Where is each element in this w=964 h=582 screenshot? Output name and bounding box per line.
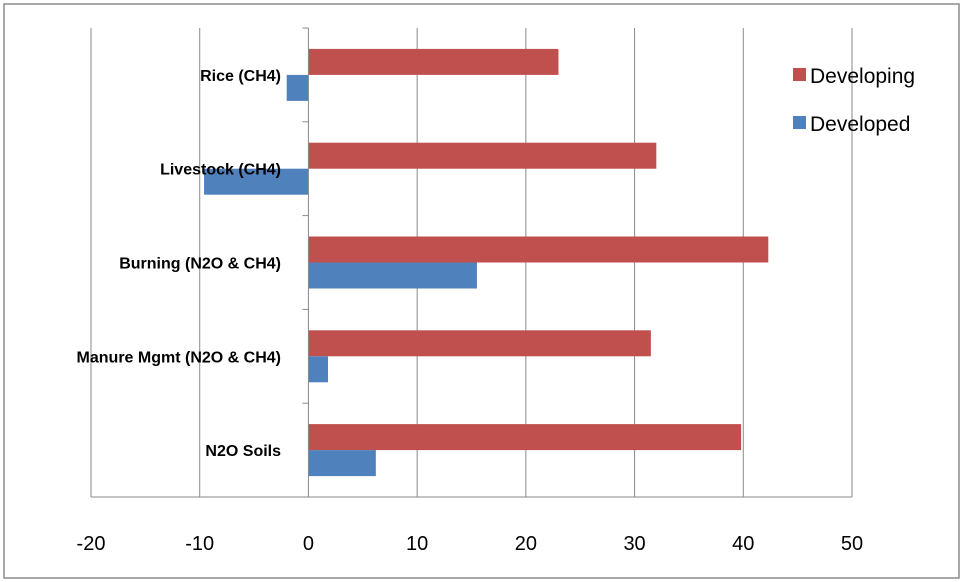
x-tick-label: 20 <box>515 533 537 555</box>
category-label: Manure Mgmt (N2O & CH4) <box>77 349 281 366</box>
x-tick-labels: -20 -10 0 10 20 30 40 50 <box>77 533 864 555</box>
legend-swatch-developing <box>793 68 806 81</box>
x-tick-label: -10 <box>185 533 214 555</box>
category-label: N2O Soils <box>205 443 281 460</box>
axes <box>91 27 852 498</box>
bar-developing-n2o-soils <box>308 424 742 451</box>
legend-label-developed: Developed <box>810 113 910 136</box>
bar-developed-manure-mgmt-n2o-ch4 <box>308 356 328 383</box>
bar-developing-manure-mgmt-n2o-ch4 <box>308 330 651 357</box>
category-labels: Rice (CH4) Livestock (CH4) Burning (N2O & … <box>77 68 282 460</box>
bar-developed-livestock-ch4 <box>204 168 309 195</box>
chart-frame <box>3 3 960 579</box>
legend-swatch-developed <box>793 116 806 129</box>
bar-developed-n2o-soils <box>308 450 376 477</box>
bar-developed-rice-ch4 <box>286 74 309 101</box>
x-tick-label: 40 <box>732 533 754 555</box>
category-label: Rice (CH4) <box>200 68 281 85</box>
x-tick-label: -20 <box>77 533 106 555</box>
x-tick-label: 50 <box>841 533 863 555</box>
legend-label-developing: Developing <box>810 65 915 88</box>
legend: Developing Developed <box>793 65 915 136</box>
bars <box>204 48 769 477</box>
bar-developing-rice-ch4 <box>308 48 559 75</box>
bar-developing-livestock-ch4 <box>308 142 657 169</box>
bar-developing-burning-n2o-ch4 <box>308 236 769 263</box>
bar-developed-burning-n2o-ch4 <box>308 262 477 289</box>
x-tick-label: 10 <box>406 533 428 555</box>
category-label: Burning (N2O & CH4) <box>119 256 281 273</box>
category-label: Livestock (CH4) <box>160 162 281 179</box>
x-tick-label: 0 <box>303 533 314 555</box>
x-tick-label: 30 <box>623 533 645 555</box>
